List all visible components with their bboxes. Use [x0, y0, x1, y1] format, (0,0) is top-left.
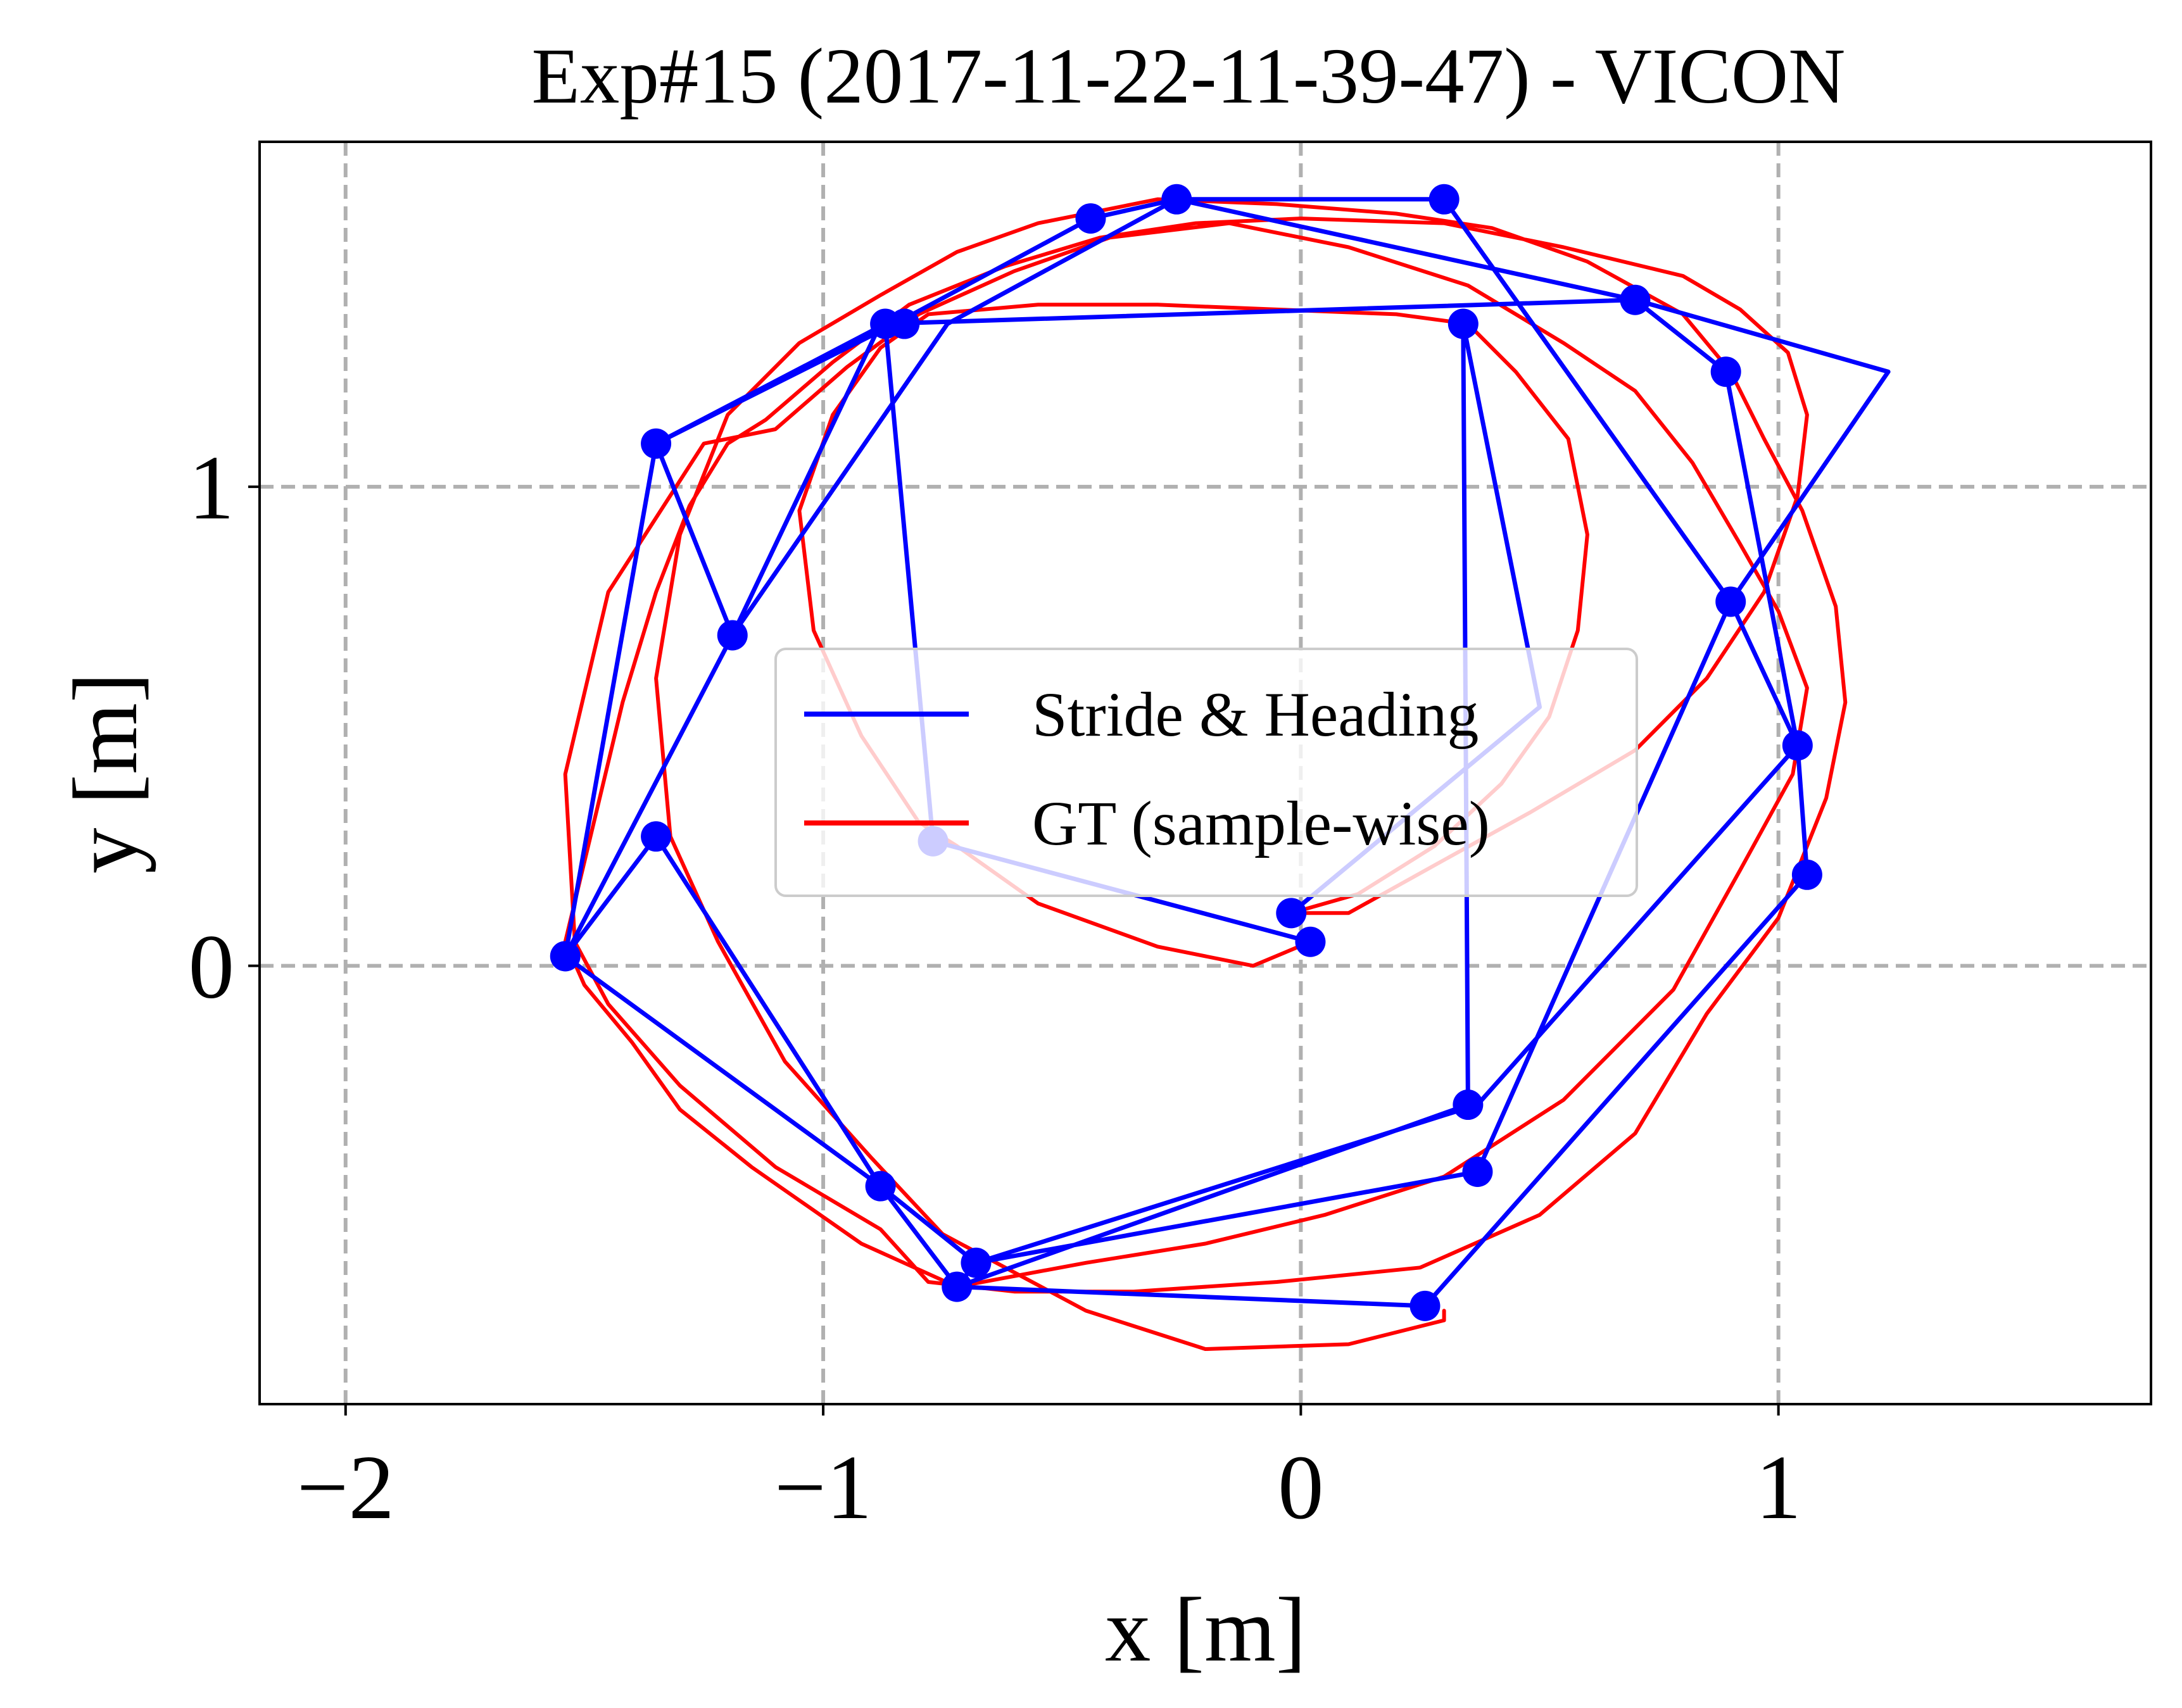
x-tick-label: −2 — [297, 1437, 394, 1538]
stride-point — [942, 1271, 973, 1302]
stride-point — [1161, 184, 1192, 215]
stride-point — [1428, 184, 1460, 215]
stride-point — [1075, 203, 1106, 234]
stride-point — [1782, 730, 1813, 761]
x-axis-label: x [m] — [1105, 1579, 1306, 1681]
stride-point — [1295, 926, 1326, 957]
stride-point — [641, 821, 672, 852]
y-tick-label: 0 — [189, 917, 235, 1018]
stride-point — [1620, 284, 1651, 315]
stride-point — [1710, 356, 1741, 387]
stride-point — [1462, 1156, 1493, 1187]
legend-label-gt: GT (sample-wise) — [1032, 788, 1490, 858]
stride-point — [717, 620, 748, 651]
y-tick-label: 1 — [189, 437, 235, 539]
chart-title: Exp#15 (2017-11-22-11-39-47) - VICON — [532, 33, 1846, 120]
legend: Stride & Heading GT (sample-wise) — [774, 648, 1638, 897]
stride-point — [1276, 898, 1307, 929]
stride-point — [865, 1171, 896, 1202]
stride-point — [889, 308, 920, 339]
y-axis-ticks: 01 — [189, 437, 260, 1018]
stride-point — [1791, 859, 1822, 890]
x-tick-label: −1 — [774, 1437, 872, 1538]
plot-frame — [258, 141, 2152, 1405]
x-axis-ticks: −2 −1 0 1 — [297, 1404, 1801, 1538]
stride-point — [641, 428, 672, 459]
stride-point — [1447, 308, 1479, 339]
stride-point — [961, 1247, 992, 1278]
y-axis-label: y [m] — [55, 672, 156, 874]
x-tick-label: 1 — [1755, 1437, 1801, 1538]
legend-box — [774, 648, 1638, 897]
x-tick-label: 0 — [1278, 1437, 1324, 1538]
stride-point — [1715, 586, 1746, 617]
stride-point — [550, 941, 581, 972]
legend-label-stride: Stride & Heading — [1032, 679, 1479, 750]
stride-point — [1409, 1290, 1441, 1321]
stride-point — [1453, 1089, 1484, 1121]
